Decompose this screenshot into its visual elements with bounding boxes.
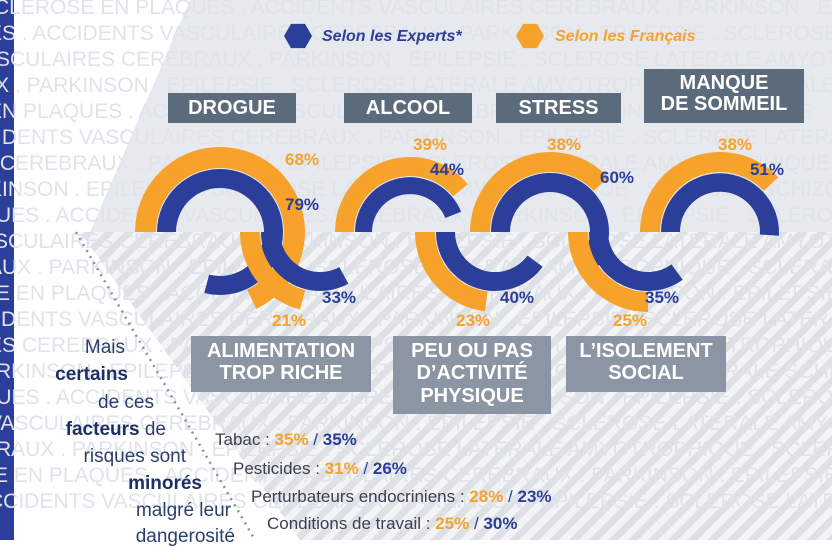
- title-alimentation-trop-riche: ALIMENTATION TROP RICHE: [191, 336, 371, 392]
- title-manque-de-sommeil: MANQUE DE SOMMEIL: [644, 69, 804, 123]
- sommeil-francais-pct: 38%: [718, 135, 753, 154]
- alimentation-francais-pct: 21%: [272, 311, 307, 330]
- donut-stress-experts-arc: [491, 172, 609, 267]
- risk-row-tabac: Tabac : 35% / 35%: [215, 430, 357, 449]
- donut-alimentation-trop-riche-francais-arc: [240, 232, 306, 310]
- side-note-w9: dangerosité: [135, 526, 235, 547]
- drogue-experts-pct: 79%: [285, 195, 320, 214]
- donut-manque-de-sommeil-francais-arc: [639, 151, 779, 232]
- donut-group: [135, 146, 779, 312]
- background-word-layer: SCLEROSE EN PLAQUES . ACCIDENTS VASCULAI…: [0, 0, 832, 513]
- donut-alcool-francais-arc: [335, 156, 468, 232]
- title-stress: STRESS: [496, 93, 621, 123]
- title-activite-line2: D’ACTIVITÉ: [416, 362, 528, 385]
- title-manque-line1: MANQUE: [679, 72, 769, 94]
- left-accent-bar: [0, 0, 14, 540]
- title-alimentation-line2: TROP RICHE: [219, 362, 343, 385]
- alcool-experts-pct: 44%: [430, 160, 465, 179]
- stress-experts-pct: 60%: [600, 168, 635, 187]
- side-note-w6: risques sont: [83, 446, 186, 467]
- background-word-row: RAUX . PARKINSON . EPILEPSIE . SCLEROSE …: [0, 438, 832, 461]
- risk-pesticides-francais: 31%: [324, 459, 359, 478]
- alimentation-experts-pct: 33%: [322, 288, 357, 307]
- title-alcool: ALCOOL: [344, 93, 472, 123]
- side-note-w2: certains: [55, 364, 128, 385]
- background-word-row: UX . PARKINSON . EPILEPSIE . SCLEROSE LA…: [0, 74, 832, 97]
- title-activite-line1: PEU OU PAS: [411, 340, 533, 362]
- donut-peu-ou-pas-d-activit-physique-experts-arc: [436, 232, 543, 291]
- risk-tabac-label: Tabac: [215, 430, 261, 449]
- donut-manque-de-sommeil-experts-arc: [661, 173, 779, 236]
- background-word-row: SCULAIRES CEREBRAUX . PARKINSON . EPILEP…: [0, 48, 832, 71]
- risk-conditions-label: Conditions de travail: [267, 514, 422, 533]
- side-note-line-1: Mais: [0, 337, 125, 359]
- side-note-line-2: certains: [0, 364, 128, 386]
- risk-pesticides-label: Pesticides: [233, 459, 311, 478]
- risk-conditions-experts: 30%: [483, 514, 518, 533]
- background-word-row: AUX . PARKINSON . EPILEPSIE . SCLEROSE L…: [0, 256, 832, 279]
- background-word-row: SE EN PLAQUES . ACCIDENTS VASCULAIRES CE…: [0, 464, 832, 487]
- activite-francais-pct: 23%: [456, 311, 491, 330]
- background-word-row: E EN PLAQUES . ACCIDENTS VASCULAIRES CER…: [0, 282, 832, 305]
- side-note-line-7: malgré leur: [26, 500, 231, 522]
- legend-experts-hexagon-icon: [284, 23, 312, 49]
- background-word-row: ES . ACCIDENTS VASCULAIRES CEREBRAUX . P…: [0, 22, 832, 45]
- title-activite-physique: PEU OU PAS D’ACTIVITÉ PHYSIQUE: [393, 336, 551, 414]
- side-note-w8: malgré leur: [135, 500, 231, 521]
- risk-tabac-experts: 35%: [322, 430, 357, 449]
- risk-perturbateurs-label: Perturbateurs endocriniens: [251, 487, 456, 506]
- title-isolement-line1: L’ISOLEMENT: [579, 340, 713, 362]
- title-drogue: DROGUE: [168, 93, 296, 123]
- side-note-line-6: minorés: [0, 473, 202, 495]
- risk-perturbateurs-francais: 28%: [469, 487, 504, 506]
- donut-l-isolement-social-experts-arc: [589, 232, 683, 291]
- legend-francais-label: Selon les Français: [555, 28, 696, 45]
- background-word-row: UES . ACCIDENTS VASCULAIRES CEREBRAUX . …: [0, 204, 832, 227]
- background-word-row: IDENTS VASCULAIRES CEREBRAUX . PARKINSON…: [0, 126, 832, 149]
- side-note-w3: de ces: [98, 392, 154, 413]
- title-stress-text: STRESS: [518, 97, 599, 119]
- legend-experts-label: Selon les Experts*: [322, 28, 462, 45]
- side-note-w7: minorés: [128, 473, 202, 494]
- risk-row-perturbateurs: Perturbateurs endocriniens : 28% / 23%: [251, 487, 552, 506]
- risk-conditions-francais: 25%: [435, 514, 470, 533]
- title-activite-line3: PHYSIQUE: [420, 384, 524, 407]
- title-isolement-social: L’ISOLEMENT SOCIAL: [566, 336, 726, 392]
- title-alcool-text: ALCOOL: [365, 97, 451, 119]
- background-word-row: CIDENTS VASCULAIRES CEREBRAUX . PARKINSO…: [0, 308, 832, 331]
- donut-alimentation-trop-riche-experts-arc: [261, 232, 349, 291]
- drogue-francais-pct: 68%: [285, 150, 320, 169]
- stress-francais-pct: 38%: [547, 135, 582, 154]
- donut-alcool-experts-arc: [355, 177, 462, 232]
- side-note-line-8: dangerosité: [30, 526, 235, 548]
- risk-pesticides-experts: 26%: [372, 459, 407, 478]
- risk-row-pesticides: Pesticides : 31% / 26%: [233, 459, 407, 478]
- side-note-line-5: risques sont: [0, 446, 186, 468]
- background-word-row: CCIDENTS VASCULAIRES CEREBRAUX . PARKINS…: [0, 490, 832, 513]
- title-isolement-line2: SOCIAL: [608, 362, 684, 385]
- side-note-w1: Mais: [84, 337, 125, 358]
- title-manque-line2: DE SOMMEIL: [660, 93, 788, 115]
- title-drogue-text: DROGUE: [188, 97, 276, 119]
- side-note-w4: facteurs: [65, 419, 140, 440]
- donut-stress-francais-arc: [470, 151, 609, 232]
- alcool-francais-pct: 39%: [413, 135, 448, 154]
- background-word-row: SCLEROSE EN PLAQUES . ACCIDENTS VASCULAI…: [0, 0, 832, 19]
- title-alimentation-line1: ALIMENTATION: [206, 340, 356, 362]
- isolement-experts-pct: 35%: [645, 288, 680, 307]
- risk-row-conditions: Conditions de travail : 25% / 30%: [267, 514, 518, 533]
- donut-peu-ou-pas-d-activit-physique-francais-arc: [415, 232, 488, 312]
- donut-l-isolement-social-francais-arc: [568, 232, 648, 312]
- side-note-line-3: de ces: [0, 392, 154, 414]
- legend-francais-hexagon-icon: [516, 23, 544, 49]
- background-word-row: VASCULAIRES CEREBRAUX . PARKINSON . EPIL…: [0, 412, 832, 435]
- side-note-line-4: facteurs de: [0, 419, 166, 441]
- risk-tabac-francais: 35%: [274, 430, 309, 449]
- isolement-francais-pct: 25%: [613, 311, 648, 330]
- activite-experts-pct: 40%: [500, 288, 535, 307]
- sommeil-experts-pct: 51%: [750, 160, 785, 179]
- risk-perturbateurs-experts: 23%: [517, 487, 552, 506]
- side-note-w5: de: [144, 419, 166, 440]
